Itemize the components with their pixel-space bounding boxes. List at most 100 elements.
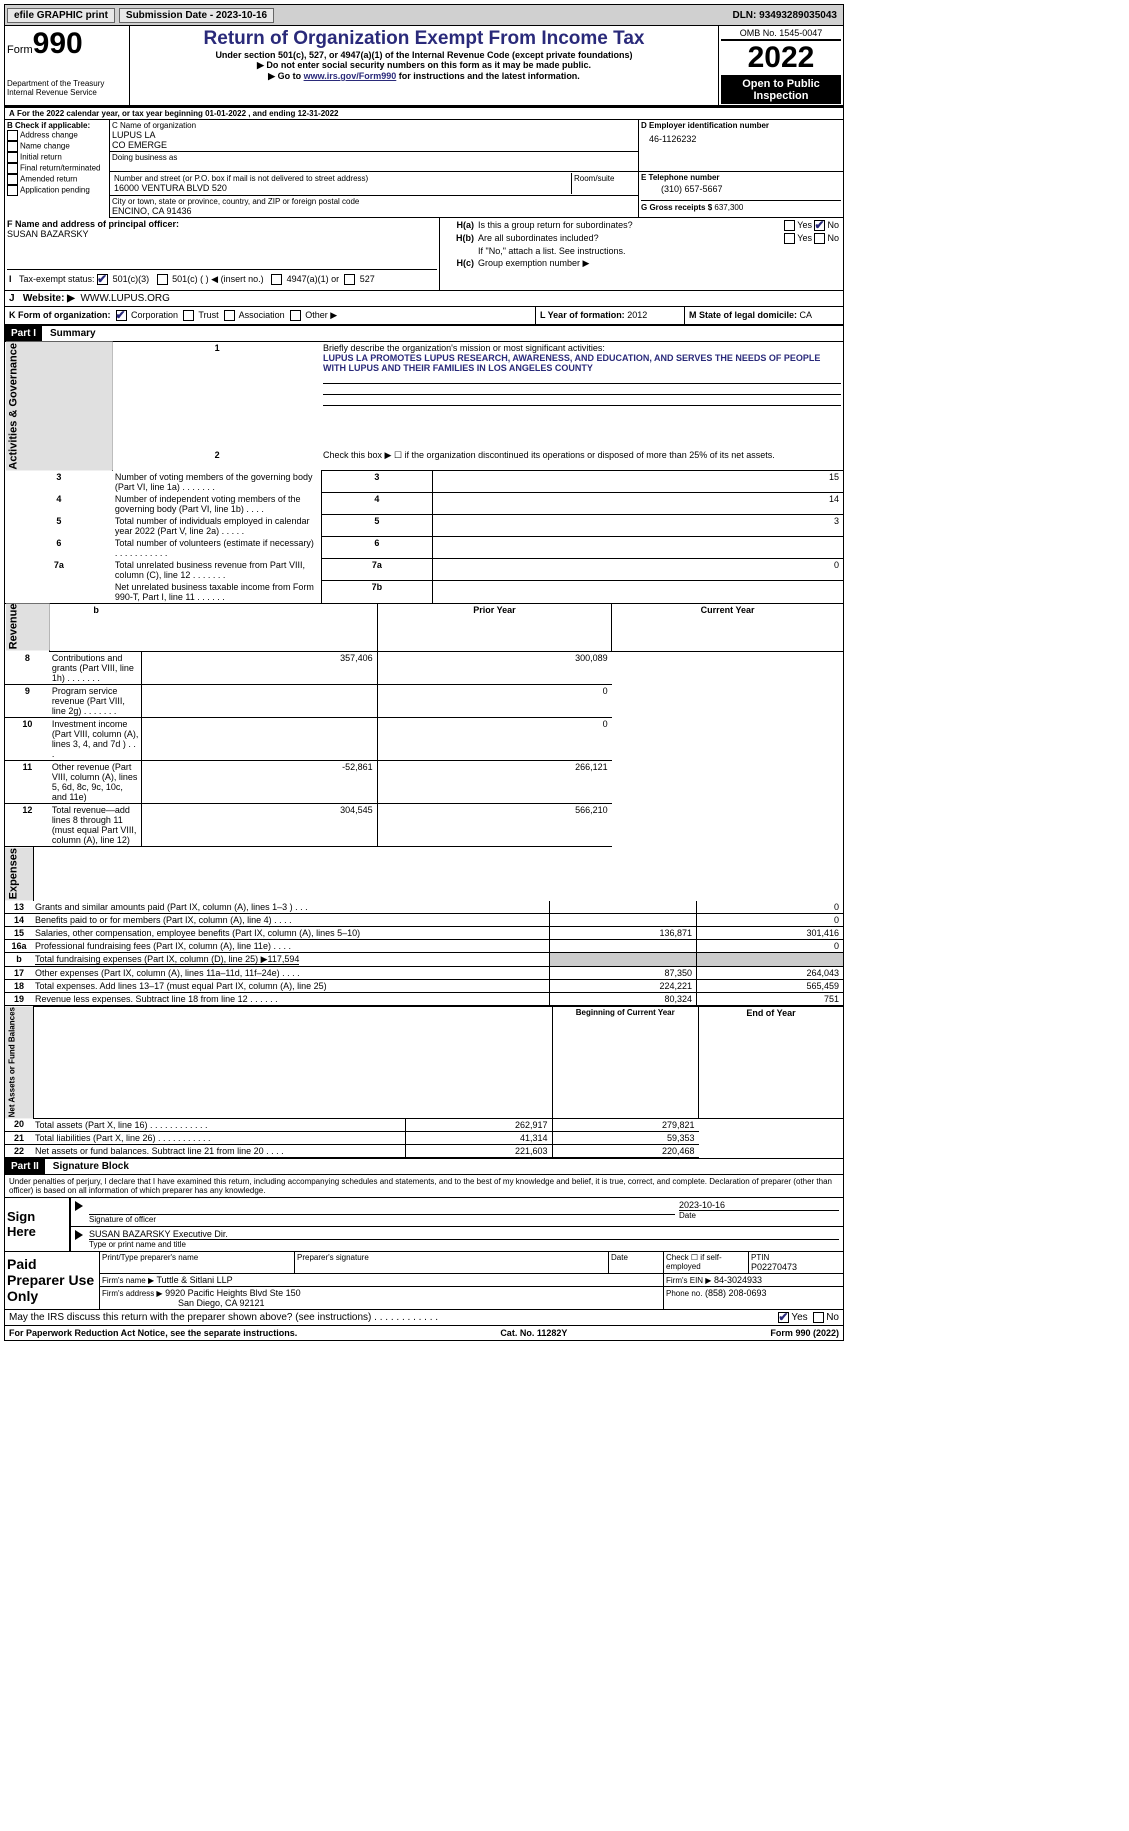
g-line: G Gross receipts $ 637,300 [641, 200, 841, 212]
firm-phone: (858) 208-0693 [705, 1288, 767, 1298]
self-emp-label: Check ☐ if self-employed [666, 1253, 746, 1271]
firm-name: Tuttle & Sitlani LLP [156, 1275, 232, 1285]
d-label: D Employer identification number [641, 121, 841, 130]
firm-addr2: San Diego, CA 92121 [178, 1298, 265, 1308]
ha-yes[interactable] [784, 220, 795, 231]
discuss-no[interactable] [813, 1312, 824, 1323]
b-opt-4: Amended return [7, 174, 107, 185]
org-name-2: CO EMERGE [112, 140, 636, 150]
col-current: Current Year [612, 603, 843, 651]
subtitle-2: ▶ Do not enter social security numbers o… [132, 60, 716, 71]
side-exp: Expenses [5, 847, 33, 900]
c-name-label: C Name of organization [112, 121, 636, 130]
501c-checkbox[interactable] [157, 274, 168, 285]
ha-text: Is this a group return for subordinates? [476, 219, 737, 232]
form-page: efile GRAPHIC print Submission Date - 20… [4, 4, 844, 1341]
sign-here-block: Sign Here Signature of officer 2023-10-1… [5, 1197, 843, 1252]
ptin-label: PTIN [751, 1253, 841, 1262]
i-row: I Tax-exempt status: 501(c)(3) 501(c) ( … [7, 269, 437, 289]
sign-here-label: Sign Here [5, 1197, 70, 1251]
subtitle-3: ▶ Go to www.irs.gov/Form990 for instruct… [132, 71, 716, 82]
part2-header: Part IISignature Block [5, 1158, 843, 1175]
part1-body: Activities & Governance 1 Briefly descri… [5, 342, 843, 603]
efile-button[interactable]: efile GRAPHIC print [7, 8, 115, 23]
hb-yes[interactable] [784, 233, 795, 244]
state-domicile: CA [800, 310, 813, 320]
website-value: WWW.LUPUS.ORG [80, 293, 169, 304]
b-opt-5: Application pending [7, 185, 107, 196]
col-begin: Beginning of Current Year [552, 1006, 699, 1118]
year-formation: 2012 [627, 310, 647, 320]
perjury-text: Under penalties of perjury, I declare th… [5, 1175, 843, 1197]
sig-date: 2023-10-16 [679, 1200, 839, 1210]
footer-right: Form 990 (2022) [770, 1328, 839, 1338]
street-address: 16000 VENTURA BLVD 520 [114, 183, 569, 193]
form-label: Form990 [7, 27, 127, 61]
hb-no[interactable] [814, 233, 825, 244]
other-checkbox[interactable] [290, 310, 301, 321]
phone-label: Phone no. [666, 1289, 702, 1298]
identity-block: B Check if applicable: Address change Na… [5, 120, 843, 218]
527-checkbox[interactable] [344, 274, 355, 285]
subtitle-1: Under section 501(c), 527, or 4947(a)(1)… [132, 50, 716, 60]
hb-text: Are all subordinates included? [476, 232, 737, 245]
4947-checkbox[interactable] [271, 274, 282, 285]
trust-checkbox[interactable] [183, 310, 194, 321]
footer-mid: Cat. No. 11282Y [500, 1328, 567, 1338]
l2-text: Check this box ▶ ☐ if the organization d… [321, 449, 843, 471]
klm-row: K Form of organization: Corporation Trus… [5, 307, 843, 325]
irs-link[interactable]: www.irs.gov/Form990 [304, 71, 397, 81]
revenue-block: Revenue b Prior Year Current Year 8Contr… [5, 603, 843, 847]
sig-officer-label: Signature of officer [89, 1214, 675, 1224]
f-label: F Name and address of principal officer: [7, 219, 437, 229]
firm-addr-label: Firm's address ▶ [102, 1289, 163, 1298]
col-prior: Prior Year [377, 603, 611, 651]
assoc-checkbox[interactable] [224, 310, 235, 321]
l1-label: Briefly describe the organization's miss… [323, 343, 605, 353]
sig-arrow-icon-2 [75, 1230, 83, 1240]
sig-arrow-icon [75, 1201, 83, 1211]
firm-ein: 84-3024933 [714, 1275, 762, 1285]
date-label: Date [679, 1210, 839, 1220]
org-name-1: LUPUS LA [112, 130, 636, 140]
firm-addr1: 9920 Pacific Heights Blvd Ste 150 [165, 1288, 301, 1298]
room-label: Room/suite [574, 174, 634, 183]
b-label: B Check if applicable: [7, 121, 107, 130]
corp-checkbox[interactable] [116, 310, 127, 321]
side-net: Net Assets or Fund Balances [5, 1006, 33, 1118]
col-end: End of Year [699, 1006, 844, 1118]
side-rev: Revenue [5, 603, 50, 651]
prep-sig-label: Preparer's signature [297, 1253, 606, 1262]
tax-year: 2022 [721, 40, 841, 76]
form-title: Return of Organization Exempt From Incom… [132, 28, 716, 50]
footer-left: For Paperwork Reduction Act Notice, see … [9, 1328, 297, 1338]
prep-date-label: Date [611, 1253, 661, 1262]
form-header: Form990 Department of the Treasury Inter… [5, 26, 843, 106]
dba-label: Doing business as [112, 153, 636, 162]
discuss-row: May the IRS discuss this return with the… [5, 1310, 843, 1326]
net-block: Net Assets or Fund Balances Beginning of… [5, 1006, 843, 1158]
b-opt-3: Final return/terminated [7, 163, 107, 174]
paid-label: Paid Preparer Use Only [5, 1252, 100, 1310]
addr-label: Number and street (or P.O. box if mail i… [114, 174, 569, 183]
hc-text: Group exemption number ▶ [476, 257, 841, 270]
ha-no[interactable] [814, 220, 825, 231]
b-opt-1: Name change [7, 141, 107, 152]
telephone: (310) 657-5667 [641, 182, 841, 200]
b-opt-2: Initial return [7, 152, 107, 163]
hb-note: If "No," attach a list. See instructions… [476, 245, 841, 257]
side-ag: Activities & Governance [5, 342, 113, 471]
j-row: J Website: ▶ WWW.LUPUS.ORG [5, 291, 843, 307]
discuss-yes[interactable] [778, 1312, 789, 1323]
officer-name: SUSAN BAZARSKY [7, 229, 437, 239]
topbar: efile GRAPHIC print Submission Date - 20… [5, 5, 843, 26]
dept-text: Department of the Treasury Internal Reve… [7, 79, 127, 97]
part1-header: Part ISummary [5, 325, 843, 342]
501c3-checkbox[interactable] [97, 274, 108, 285]
expense-block: Expenses 13Grants and similar amounts pa… [5, 847, 843, 1005]
fh-block: F Name and address of principal officer:… [5, 218, 843, 291]
ptin-value: P02270473 [751, 1262, 841, 1272]
mission-text: LUPUS LA PROMOTES LUPUS RESEARCH, AWAREN… [323, 353, 820, 373]
city-label: City or town, state or province, country… [112, 197, 636, 206]
submission-button[interactable]: Submission Date - 2023-10-16 [119, 8, 274, 23]
